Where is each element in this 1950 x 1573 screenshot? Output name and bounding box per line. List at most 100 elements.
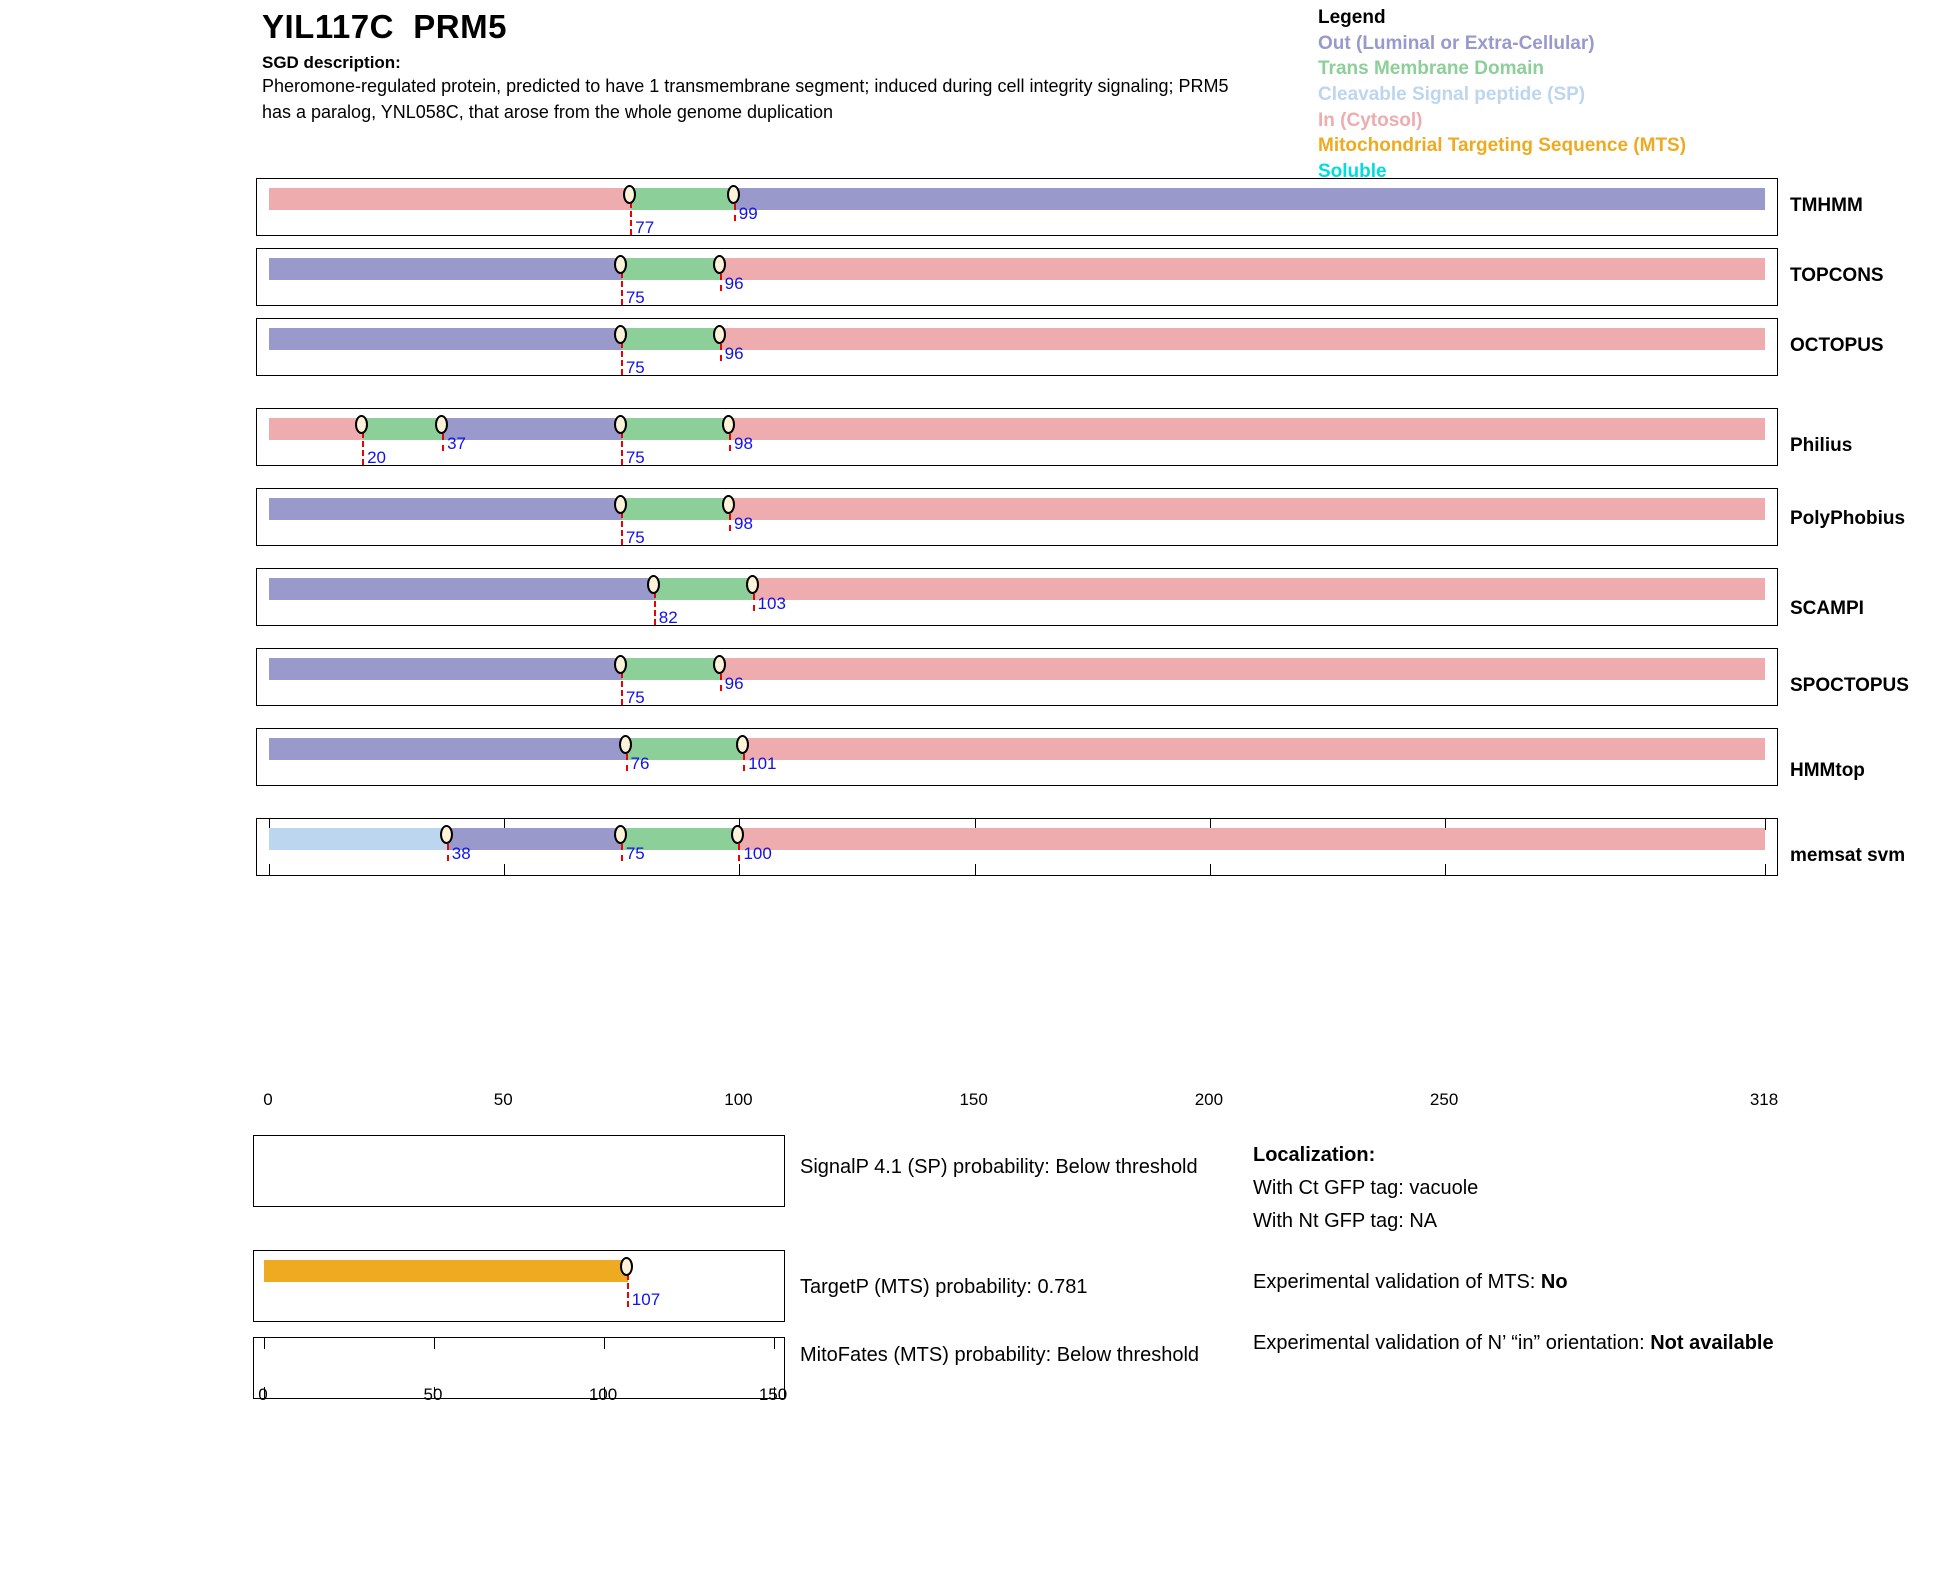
legend: Legend Out (Luminal or Extra-Cellular) Tr… — [1318, 5, 1938, 184]
marker-position-label: 100 — [743, 844, 772, 863]
legend-item-4: Mitochondrial Targeting Sequence (MTS) — [1318, 135, 1687, 157]
marker-dashed-line — [653, 583, 656, 625]
marker-dashed-line — [620, 423, 623, 465]
marker-position-label: 99 — [738, 204, 758, 223]
marker-dashed-line — [625, 743, 628, 771]
sgd-description-text: Pheromone-regulated protein, predicted t… — [262, 76, 1229, 123]
track-canvas: 20 37 75 98 — [257, 409, 1777, 467]
mito-axis-tick-label: 50 — [423, 1385, 443, 1404]
topology-bar — [269, 658, 1765, 680]
topology-bar — [269, 188, 1765, 210]
axis-tick-label: 0 — [263, 1090, 273, 1109]
marker-position-label: 75 — [625, 528, 645, 547]
topology-segment-in — [753, 578, 1765, 600]
mito-axis-tick-label: 0 — [258, 1385, 268, 1404]
marker-dashed-line — [719, 333, 722, 361]
topology-segment-tm — [626, 738, 745, 760]
track-label-memsat-svm: memsat svm — [1790, 845, 1906, 866]
topology-bar — [269, 418, 1765, 440]
topology-segment-out — [269, 658, 622, 680]
track-label-hmmtop: HMMtop — [1790, 760, 1865, 781]
marker-knob-icon — [613, 655, 627, 674]
marker-position-label: 103 — [757, 594, 786, 613]
track-label-philius: Philius — [1790, 435, 1853, 456]
marker-knob-icon — [646, 575, 660, 594]
legend-item-5: Soluble — [1318, 160, 1387, 182]
marker-knob-icon — [619, 1257, 633, 1276]
marker-position-label: 75 — [625, 688, 645, 707]
marker-dashed-line — [362, 423, 365, 465]
mitofates-axis-labels: 0 50 100 150 — [253, 1385, 788, 1413]
marker-position-label: 75 — [625, 844, 645, 863]
axis-tick — [269, 819, 270, 830]
localization-ct-tag: With Ct GFP tag: vacuole — [1253, 1177, 1479, 1199]
axis-tick — [774, 1338, 775, 1349]
marker-position-label: 75 — [625, 448, 645, 467]
marker-dashed-line — [626, 1265, 629, 1307]
prediction-track-octopus[interactable]: 75 96 — [256, 318, 1778, 376]
track-canvas: 75 96 — [257, 249, 1777, 306]
main-axis-labels: 0 50 100 150 200 250 318 — [256, 1090, 1778, 1120]
axis-tick-label: 100 — [724, 1090, 753, 1109]
track-label-polyphobius: PolyPhobius — [1790, 508, 1906, 529]
topology-bar — [269, 498, 1765, 520]
marker-knob-icon — [726, 185, 740, 204]
topology-segment-in — [730, 498, 1765, 520]
axis-tick — [1765, 864, 1766, 875]
axis-tick — [604, 1338, 605, 1349]
topology-bar — [269, 258, 1765, 280]
topology-segment-tm — [621, 258, 721, 280]
topology-bar — [269, 578, 1765, 600]
marker-dashed-line — [743, 743, 746, 771]
topology-bar — [269, 328, 1765, 350]
orientation-validation-label: Experimental validation of N’ “in” orien… — [1253, 1332, 1651, 1354]
topology-segment-in — [720, 258, 1765, 280]
marker-knob-icon — [712, 655, 726, 674]
prediction-track-scampi[interactable]: 82 103 — [256, 568, 1778, 626]
topology-segment-out — [443, 418, 622, 440]
track-canvas: 77 99 — [257, 179, 1777, 237]
axis-tick-label: 150 — [959, 1090, 988, 1109]
topology-segment-out — [269, 328, 622, 350]
marker-dashed-line — [719, 663, 722, 691]
panel-mitofates[interactable] — [253, 1337, 785, 1399]
prediction-track-spoctopus[interactable]: 75 96 — [256, 648, 1778, 706]
panel-canvas — [254, 1136, 784, 1206]
panel-text-signalp: SignalP 4.1 (SP) probability: Below thre… — [800, 1156, 1198, 1178]
mts-validation-row: Experimental validation of MTS: No — [1253, 1267, 1893, 1298]
marker-knob-icon — [355, 415, 369, 434]
prediction-track-memsat-svm[interactable]: 38 75 100 — [256, 818, 1778, 876]
axis-tick — [1209, 819, 1211, 830]
marker-knob-icon — [613, 495, 627, 514]
marker-position-label: 77 — [635, 218, 655, 237]
axis-tick — [269, 864, 270, 875]
marker-position-label: 96 — [724, 274, 744, 293]
mito-axis-tick-label: 150 — [758, 1385, 788, 1404]
panel-targetp[interactable]: 107 — [253, 1250, 785, 1322]
track-canvas: 76 101 — [257, 729, 1777, 785]
prediction-track-topcons[interactable]: 75 96 — [256, 248, 1778, 306]
marker-dashed-line — [620, 833, 623, 861]
topology-segment-tm — [654, 578, 754, 600]
prediction-track-philius[interactable]: 20 37 75 98 — [256, 408, 1778, 466]
track-label-tmhmm: TMHMM — [1790, 195, 1863, 216]
legend-item-1: Trans Membrane Domain — [1318, 58, 1544, 80]
topology-bar — [269, 738, 1765, 760]
prediction-track-hmmtop[interactable]: 76 101 — [256, 728, 1778, 786]
marker-position-label: 98 — [734, 514, 753, 533]
track-label-spoctopus: SPOCTOPUS — [1790, 675, 1909, 696]
prediction-track-polyphobius[interactable]: 75 98 — [256, 488, 1778, 546]
axis-tick — [974, 819, 976, 830]
topology-segment-in — [744, 738, 1765, 760]
axis-tick — [739, 819, 741, 830]
header: YIL117C PRM5 SGD description: Pheromone-… — [262, 8, 1302, 125]
marker-knob-icon — [618, 735, 632, 754]
topology-bar — [269, 828, 1765, 850]
track-canvas: 75 98 — [257, 489, 1777, 547]
panel-signalp[interactable] — [253, 1135, 785, 1207]
axis-tick — [604, 1387, 605, 1398]
axis-tick-label: 200 — [1194, 1090, 1224, 1109]
track-label-scampi: SCAMPI — [1790, 598, 1864, 619]
prediction-track-tmhmm[interactable]: 77 99 — [256, 178, 1778, 236]
topology-segment-tm — [621, 658, 721, 680]
